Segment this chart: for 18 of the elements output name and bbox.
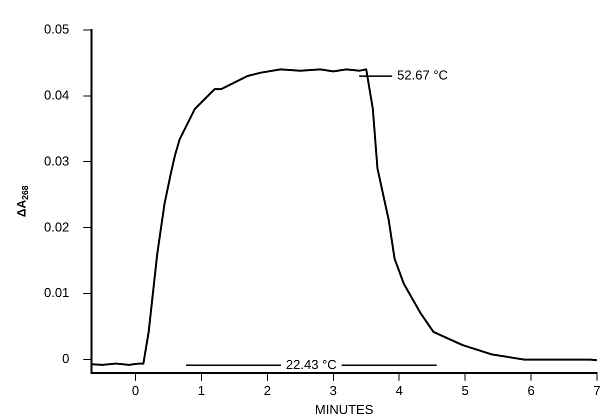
y-tick-label: 0.04 bbox=[44, 87, 70, 102]
annotation: 52.67 °C bbox=[397, 68, 448, 83]
x-tick-label: 3 bbox=[330, 383, 337, 398]
x-tick-label: 6 bbox=[527, 383, 535, 398]
x-tick-label: 4 bbox=[396, 383, 403, 398]
y-tick-label: 0.03 bbox=[44, 153, 70, 168]
x-tick-label: 2 bbox=[264, 383, 271, 398]
y-axis-title: ΔA268 bbox=[14, 185, 30, 218]
y-tick-label: 0.05 bbox=[44, 21, 70, 36]
x-axis-title: MINUTES bbox=[314, 402, 374, 417]
annotation: 22.43 °C bbox=[286, 356, 337, 372]
y-tick-label: 0 bbox=[62, 351, 70, 366]
x-tick-label: 5 bbox=[462, 383, 469, 398]
x-tick-label: 0 bbox=[132, 383, 140, 398]
y-tick-label: 0.02 bbox=[44, 219, 70, 234]
x-tick-label: 7 bbox=[593, 383, 601, 398]
y-tick-label: 0.01 bbox=[44, 285, 70, 300]
x-tick-label: 1 bbox=[198, 383, 206, 398]
